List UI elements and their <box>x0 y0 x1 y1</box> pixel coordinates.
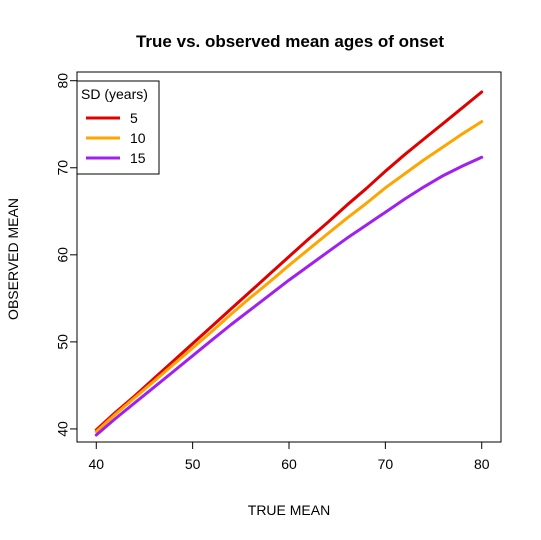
x-tick-label: 70 <box>378 456 394 472</box>
x-axis-label: TRUE MEAN <box>248 502 330 518</box>
series-line-10 <box>94 120 484 434</box>
y-tick-label: 40 <box>55 421 71 437</box>
y-tick-label: 80 <box>55 73 71 89</box>
series-line-5 <box>94 90 484 432</box>
y-tick-label: 60 <box>55 247 71 263</box>
legend-label-5: 5 <box>130 110 138 126</box>
legend: SD (years) 5 10 15 <box>76 80 160 175</box>
x-tick-label: 50 <box>185 456 201 472</box>
chart-title: True vs. observed mean ages of onset <box>136 32 444 51</box>
series-lines <box>94 90 484 437</box>
y-tick-label: 50 <box>55 334 71 350</box>
x-tick-label: 60 <box>281 456 297 472</box>
x-axis: 40 50 60 70 80 <box>88 441 490 472</box>
x-tick-label: 80 <box>474 456 490 472</box>
legend-label-15: 15 <box>130 150 146 166</box>
legend-entries: 5 10 15 <box>86 110 146 166</box>
legend-label-10: 10 <box>130 130 146 146</box>
x-tick-label: 40 <box>88 456 104 472</box>
y-axis-label: OBSERVED MEAN <box>5 198 21 320</box>
legend-title: SD (years) <box>81 86 148 102</box>
y-axis: 40 50 60 70 80 <box>55 73 78 437</box>
series-line-15 <box>94 155 484 437</box>
y-tick-label: 70 <box>55 160 71 176</box>
